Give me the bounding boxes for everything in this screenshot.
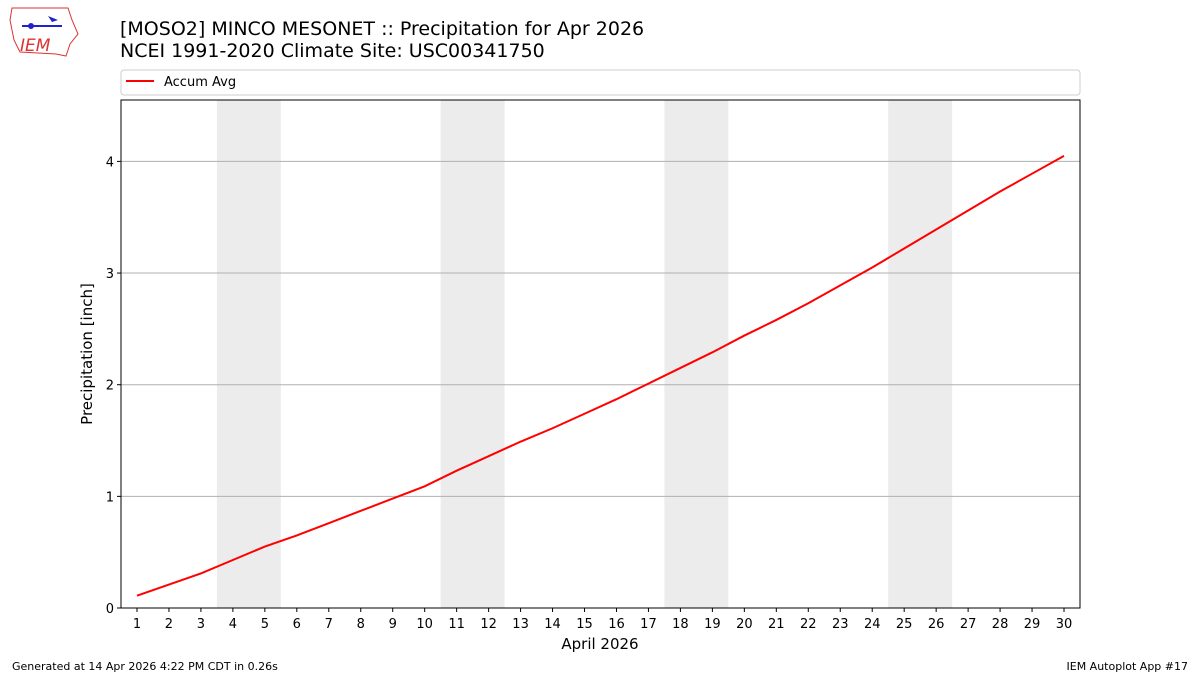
- y-tick-label: 0: [106, 602, 114, 617]
- x-tick-label: 15: [576, 617, 593, 632]
- shaded-span: [664, 100, 729, 608]
- x-tick-label: 14: [544, 617, 561, 632]
- x-tick-label: 22: [800, 617, 817, 632]
- x-tick-label: 12: [480, 617, 497, 632]
- x-tick-label: 5: [261, 617, 269, 632]
- y-tick-label: 1: [106, 490, 114, 505]
- footer-left: Generated at 14 Apr 2026 4:22 PM CDT in …: [12, 660, 278, 673]
- x-tick-label: 7: [325, 617, 333, 632]
- x-tick-label: 28: [992, 617, 1009, 632]
- x-tick-label: 2: [165, 617, 173, 632]
- logo: IEM: [9, 7, 79, 57]
- x-tick-label: 23: [832, 617, 849, 632]
- y-tick-label: 3: [106, 267, 114, 282]
- x-tick-label: 16: [608, 617, 625, 632]
- x-tick-label: 11: [448, 617, 465, 632]
- x-tick-label: 10: [416, 617, 433, 632]
- shaded-span: [440, 100, 505, 608]
- legend-label: Accum Avg: [164, 75, 236, 90]
- x-tick-label: 6: [293, 617, 301, 632]
- x-tick-label: 26: [928, 617, 945, 632]
- x-tick-label: 17: [640, 617, 657, 632]
- x-tick-label: 9: [389, 617, 397, 632]
- x-tick-label: 25: [896, 617, 913, 632]
- x-tick-label: 1: [133, 617, 141, 632]
- x-tick-label: 24: [864, 617, 881, 632]
- legend-box: [120, 69, 1081, 96]
- y-tick-label: 4: [106, 155, 114, 170]
- x-tick-label: 20: [736, 617, 753, 632]
- x-tick-label: 4: [229, 617, 237, 632]
- data-line: [136, 154, 1065, 597]
- y-axis-label: Precipitation [inch]: [78, 283, 96, 425]
- x-tick-label: 18: [672, 617, 689, 632]
- x-axis-label: April 2026: [561, 635, 638, 653]
- x-tick-label: 21: [768, 617, 785, 632]
- x-tick-label: 30: [1056, 617, 1073, 632]
- x-tick-label: 3: [197, 617, 205, 632]
- plot-frame: [120, 99, 1081, 609]
- chart-title: [MOSO2] MINCO MESONET :: Precipitation f…: [120, 18, 644, 40]
- chart-subtitle: NCEI 1991-2020 Climate Site: USC00341750: [120, 40, 545, 62]
- x-tick-label: 29: [1024, 617, 1041, 632]
- x-tick-label: 8: [357, 617, 365, 632]
- x-tick-label: 19: [704, 617, 721, 632]
- logo-text: IEM: [20, 36, 51, 56]
- x-tick-label: 27: [960, 617, 977, 632]
- footer-right: IEM Autoplot App #17: [1067, 660, 1189, 673]
- shaded-span: [216, 100, 281, 608]
- x-tick-label: 13: [512, 617, 529, 632]
- y-tick-label: 2: [106, 379, 114, 394]
- shaded-span: [888, 100, 953, 608]
